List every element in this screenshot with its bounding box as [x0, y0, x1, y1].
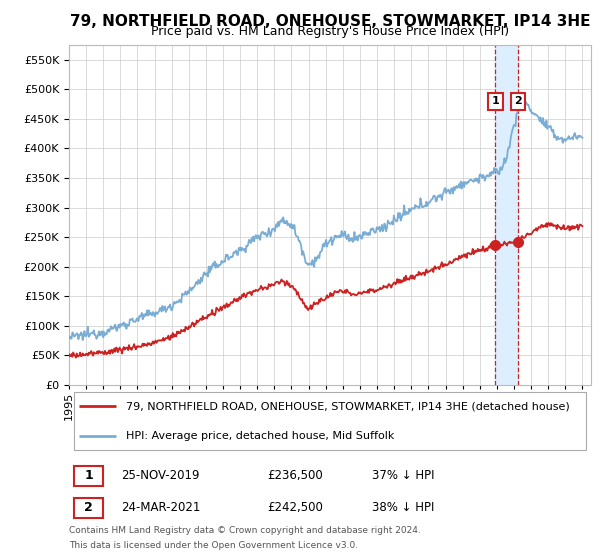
Text: 24-MAR-2021: 24-MAR-2021: [121, 501, 200, 515]
Text: 79, NORTHFIELD ROAD, ONEHOUSE, STOWMARKET, IP14 3HE: 79, NORTHFIELD ROAD, ONEHOUSE, STOWMARKE…: [70, 14, 590, 29]
Text: £242,500: £242,500: [268, 501, 323, 515]
Text: Contains HM Land Registry data © Crown copyright and database right 2024.: Contains HM Land Registry data © Crown c…: [69, 526, 421, 535]
Text: 79, NORTHFIELD ROAD, ONEHOUSE, STOWMARKET, IP14 3HE (detached house): 79, NORTHFIELD ROAD, ONEHOUSE, STOWMARKE…: [127, 401, 570, 411]
Text: This data is licensed under the Open Government Licence v3.0.: This data is licensed under the Open Gov…: [69, 541, 358, 550]
Text: 2: 2: [514, 96, 522, 106]
Text: 25-NOV-2019: 25-NOV-2019: [121, 469, 200, 482]
FancyBboxPatch shape: [74, 498, 103, 517]
Bar: [496, 45, 518, 385]
Text: £236,500: £236,500: [268, 469, 323, 482]
Text: Price paid vs. HM Land Registry's House Price Index (HPI): Price paid vs. HM Land Registry's House …: [151, 25, 509, 38]
Text: 2: 2: [84, 501, 93, 515]
Text: 1: 1: [491, 96, 499, 106]
FancyBboxPatch shape: [74, 466, 103, 486]
Text: 1: 1: [84, 469, 93, 482]
Text: 38% ↓ HPI: 38% ↓ HPI: [372, 501, 434, 515]
FancyBboxPatch shape: [74, 392, 586, 450]
Text: HPI: Average price, detached house, Mid Suffolk: HPI: Average price, detached house, Mid …: [127, 431, 395, 441]
Text: 37% ↓ HPI: 37% ↓ HPI: [372, 469, 434, 482]
